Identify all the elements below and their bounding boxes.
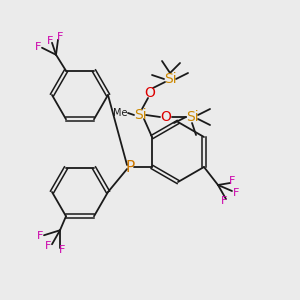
Text: O: O xyxy=(145,86,155,100)
Text: F: F xyxy=(45,241,51,251)
Text: F: F xyxy=(59,245,65,255)
Text: F: F xyxy=(229,176,235,186)
Text: Si: Si xyxy=(164,72,176,86)
Text: Si: Si xyxy=(186,110,198,124)
Text: F: F xyxy=(233,188,239,198)
Text: F: F xyxy=(221,196,227,206)
Text: F: F xyxy=(37,231,43,241)
Text: F: F xyxy=(47,36,53,46)
Text: F: F xyxy=(57,32,63,42)
Text: Me: Me xyxy=(113,108,127,118)
Text: Si: Si xyxy=(134,108,146,122)
Text: O: O xyxy=(160,110,172,124)
Text: F: F xyxy=(35,42,41,52)
Text: P: P xyxy=(125,160,135,175)
